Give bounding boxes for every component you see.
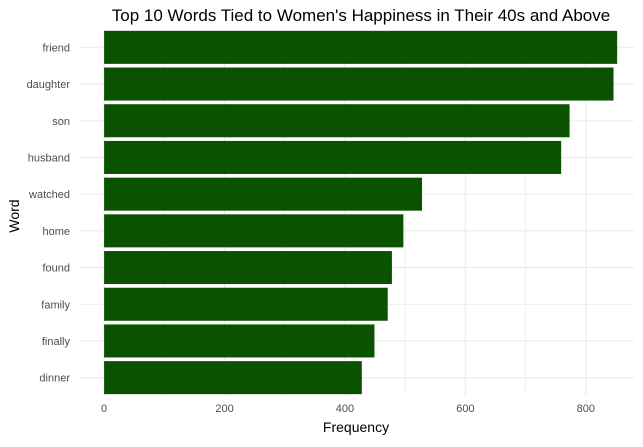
x-tick-label: 800 bbox=[577, 403, 595, 415]
bar-son bbox=[104, 104, 570, 138]
x-tick-label: 200 bbox=[215, 403, 233, 415]
chart-title: Top 10 Words Tied to Women's Happiness i… bbox=[112, 6, 610, 25]
bar-friend bbox=[104, 30, 618, 64]
category-labels: friend daughter son husband watched home found… bbox=[27, 42, 71, 384]
bar-daughter bbox=[104, 67, 614, 101]
bar-layer bbox=[104, 30, 618, 395]
bar-watched bbox=[104, 177, 423, 211]
bar-family bbox=[104, 287, 388, 321]
category-label: watched bbox=[28, 189, 70, 201]
bar-found bbox=[104, 251, 392, 285]
bar-husband bbox=[104, 140, 562, 174]
category-label: family bbox=[41, 299, 70, 311]
category-label: husband bbox=[28, 152, 70, 164]
bar-dinner bbox=[104, 361, 362, 395]
category-label: finally bbox=[42, 336, 71, 348]
bar-home bbox=[104, 214, 404, 248]
x-tick-label: 0 bbox=[101, 403, 107, 415]
bar-finally bbox=[104, 324, 375, 358]
category-label: daughter bbox=[27, 79, 71, 91]
x-axis-title: Frequency bbox=[323, 419, 389, 435]
category-label: dinner bbox=[39, 373, 70, 385]
category-label: home bbox=[42, 226, 70, 238]
category-label: friend bbox=[42, 42, 70, 54]
category-label: found bbox=[42, 263, 70, 275]
x-tick-labels: 0 200 400 600 800 bbox=[101, 403, 595, 415]
x-tick-label: 600 bbox=[456, 403, 474, 415]
y-axis-title: Word bbox=[6, 199, 22, 232]
x-tick-label: 400 bbox=[336, 403, 354, 415]
category-label: son bbox=[52, 116, 70, 128]
